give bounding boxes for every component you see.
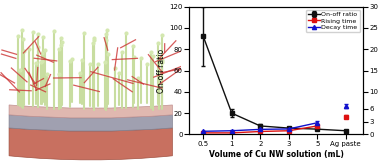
Y-axis label: On-off ratio: On-off ratio	[158, 48, 166, 93]
PathPatch shape	[9, 128, 172, 160]
PathPatch shape	[9, 105, 172, 118]
X-axis label: Volume of Cu NW solution (mL): Volume of Cu NW solution (mL)	[209, 150, 343, 159]
Legend: On-off ratio, Rising time, Decay time: On-off ratio, Rising time, Decay time	[306, 10, 360, 32]
PathPatch shape	[9, 115, 172, 131]
